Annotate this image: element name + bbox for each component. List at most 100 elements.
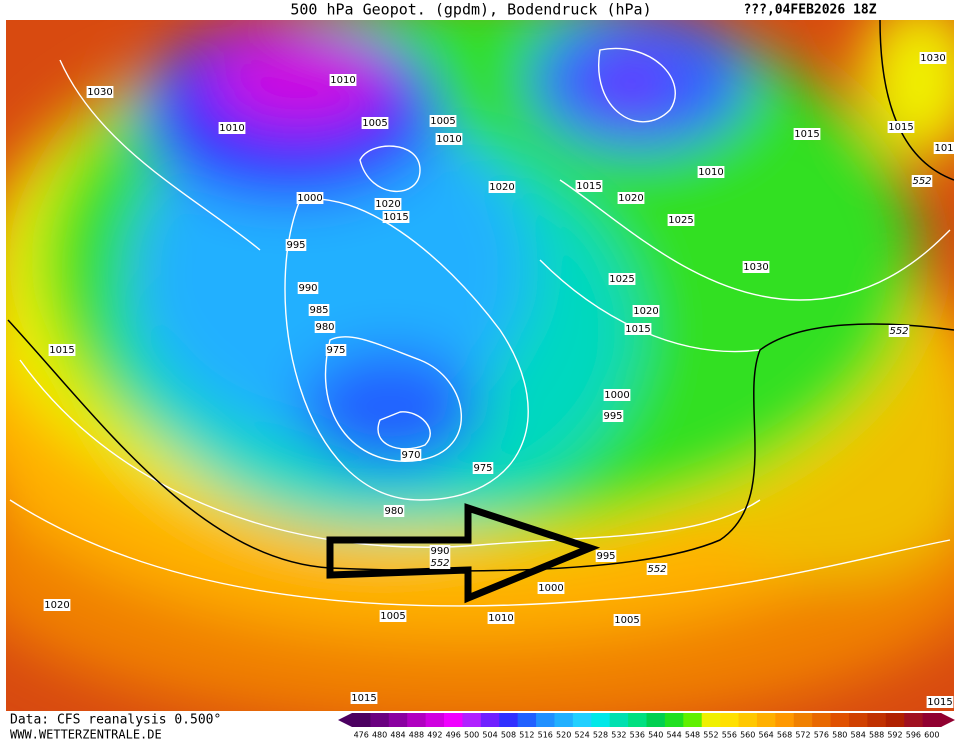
label-box — [429, 115, 457, 127]
label-box — [472, 462, 494, 474]
isobar-label-text: 990 — [430, 546, 449, 557]
arrow — [326, 503, 601, 604]
isobar-label-text: 101 — [934, 143, 953, 154]
legend-level: 564 — [759, 731, 774, 740]
color-legend: 476 480 484 488 492 496 500 504 508 512 516 520 524 5… — [338, 713, 955, 740]
legend-level: 556 — [722, 731, 737, 740]
legend-level: 592 — [887, 731, 902, 740]
isobar-label-text: 1015 — [794, 129, 819, 140]
legend-level: 520 — [556, 731, 571, 740]
label-box — [697, 166, 725, 178]
isobar-label: 552 — [888, 325, 910, 337]
data-source: Data: CFS reanalysis 0.500° — [10, 713, 221, 728]
isobar-label-text: 552 — [912, 176, 931, 187]
isobar-label-text: 1030 — [87, 87, 112, 98]
legend-level: 552 — [703, 731, 718, 740]
label-box — [296, 192, 324, 204]
isobar-label: 990 — [297, 282, 319, 294]
label-box — [383, 505, 405, 517]
label-box — [575, 180, 603, 192]
label-box — [667, 214, 695, 226]
isobar-label-text: 995 — [286, 240, 305, 251]
isobar-label-text: 1025 — [609, 274, 634, 285]
isobar-label-text: 1010 — [698, 167, 723, 178]
legend-swatch — [830, 713, 850, 727]
legend-level: 576 — [814, 731, 829, 740]
legend-swatch — [720, 713, 740, 727]
isobar-label: 1000 — [296, 192, 324, 204]
legend-level: 588 — [869, 731, 884, 740]
label-box — [608, 273, 636, 285]
isobar-label-text: 975 — [326, 345, 345, 356]
legend-level: 540 — [648, 731, 663, 740]
isobar-label: 1015 — [793, 128, 821, 140]
isobar-label-text: 1000 — [297, 193, 322, 204]
label-box — [86, 86, 114, 98]
isobar-label-text: 1020 — [489, 182, 514, 193]
isobar-label: 1005 — [361, 117, 389, 129]
isobar-label: 995 — [602, 410, 624, 422]
label-box — [329, 74, 357, 86]
legend-swatch — [664, 713, 684, 727]
isobar-label-text: 1015 — [351, 693, 376, 704]
legend-level: 504 — [482, 731, 497, 740]
legend-swatch — [536, 713, 555, 727]
legend-level: 488 — [409, 731, 424, 740]
label-box — [624, 323, 652, 335]
site-url: WWW.WETTERZENTRALE.DE — [10, 728, 162, 741]
legend-level: 496 — [446, 731, 461, 740]
legend-level: 580 — [832, 731, 847, 740]
legend-level: 480 — [372, 731, 387, 740]
label-box — [350, 692, 378, 704]
label-box — [374, 198, 402, 210]
isobar-label: 995 — [285, 239, 307, 251]
isobar-label: 1010 — [697, 166, 725, 178]
isobar-label-text: 1015 — [49, 345, 74, 356]
legend-swatch — [683, 713, 703, 727]
isobar-label-text: 1020 — [44, 600, 69, 611]
legend-swatch — [462, 713, 482, 727]
isobar-label-text: 1025 — [668, 215, 693, 226]
legend-swatch — [867, 713, 887, 727]
label-box — [379, 610, 407, 622]
legend-level: 528 — [593, 731, 608, 740]
legend-arrow-right — [941, 713, 955, 727]
isobar-label-text: 1000 — [604, 390, 629, 401]
label-box — [43, 599, 71, 611]
legend-level: 532 — [611, 731, 626, 740]
legend-swatch — [885, 713, 905, 727]
legend-swatch — [407, 713, 427, 727]
legend-swatch — [499, 713, 519, 727]
isobar-label-text: 1005 — [380, 611, 405, 622]
isobar-label: 101 — [933, 142, 955, 154]
isobar-label: 1020 — [43, 599, 71, 611]
legend-swatch — [922, 713, 942, 727]
isobar-label-text: 1015 — [383, 212, 408, 223]
label-box — [537, 582, 565, 594]
legend-level: 516 — [538, 731, 553, 740]
label-box — [429, 545, 451, 557]
isobar-label: 1005 — [429, 115, 457, 127]
isobar-label: 1000 — [537, 582, 565, 594]
legend-swatch — [904, 713, 924, 727]
map-date: ???,04FEB2026 18Z — [743, 3, 876, 18]
legend-swatch — [701, 713, 721, 727]
isobar-label-text: 1020 — [375, 199, 400, 210]
isobar-label-text: 1005 — [362, 118, 387, 129]
isobar-label: 1015 — [624, 323, 652, 335]
isobar-label-text: 985 — [309, 305, 328, 316]
label-box — [646, 563, 668, 575]
label-box — [613, 614, 641, 626]
isobar-label-text: 995 — [596, 551, 615, 562]
isobar-label-text: 1015 — [625, 324, 650, 335]
label-box — [926, 696, 954, 708]
isobar-label: 1020 — [617, 192, 645, 204]
isobar-label: 1020 — [632, 305, 660, 317]
label-box — [888, 325, 910, 337]
isobar-label: 1030 — [742, 261, 770, 273]
isobar-label: 1010 — [435, 133, 463, 145]
label-box — [793, 128, 821, 140]
isobar-label: 975 — [325, 344, 347, 356]
label-box — [285, 239, 307, 251]
